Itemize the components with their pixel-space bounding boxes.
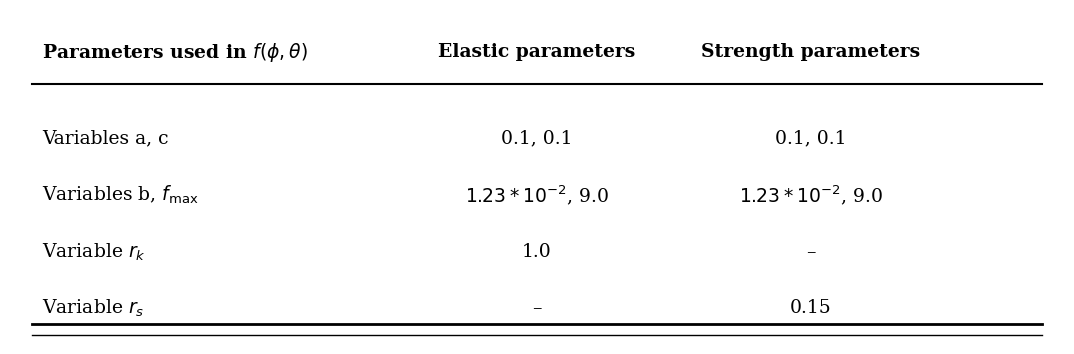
Text: 1.0: 1.0 xyxy=(522,243,552,261)
Text: Variable $r_{k}$: Variable $r_{k}$ xyxy=(42,241,146,263)
Text: Variables b, $f_{\mathrm{max}}$: Variables b, $f_{\mathrm{max}}$ xyxy=(42,184,199,206)
Text: –: – xyxy=(533,299,541,318)
Text: Variables a, c: Variables a, c xyxy=(42,130,169,148)
Text: $1.23 * 10^{-2}$, 9.0: $1.23 * 10^{-2}$, 9.0 xyxy=(739,183,883,207)
Text: 0.15: 0.15 xyxy=(789,299,831,318)
Text: $1.23 * 10^{-2}$, 9.0: $1.23 * 10^{-2}$, 9.0 xyxy=(465,183,609,207)
Text: Variable $r_{s}$: Variable $r_{s}$ xyxy=(42,298,145,319)
Text: Strength parameters: Strength parameters xyxy=(701,43,920,61)
Text: 0.1, 0.1: 0.1, 0.1 xyxy=(775,130,846,148)
Text: –: – xyxy=(806,243,815,261)
Text: 0.1, 0.1: 0.1, 0.1 xyxy=(502,130,572,148)
Text: Parameters used in $f(\phi, \theta)$: Parameters used in $f(\phi, \theta)$ xyxy=(42,41,308,64)
Text: Elastic parameters: Elastic parameters xyxy=(438,43,636,61)
